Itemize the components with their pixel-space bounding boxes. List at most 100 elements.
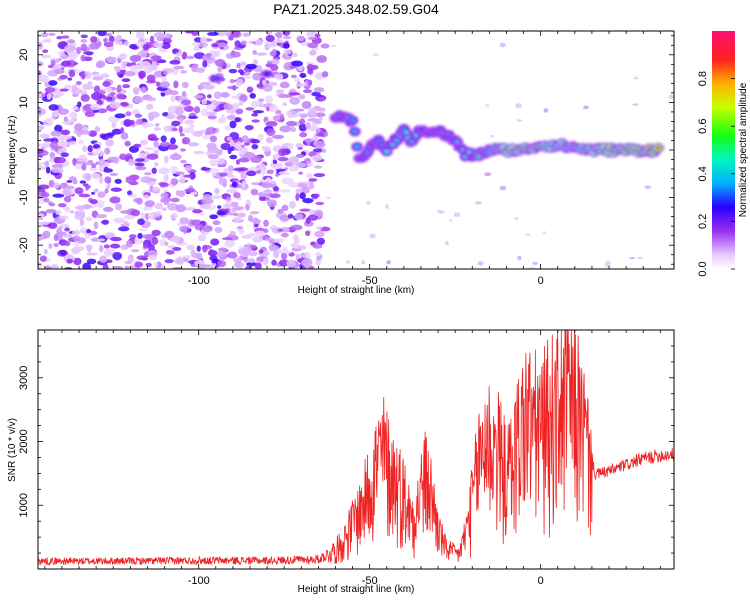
spectrogram-speckle: [139, 61, 151, 69]
spectrogram-speckle: [283, 49, 292, 55]
spectrogram-speckle: [159, 81, 171, 89]
spectrogram-speckle: [274, 73, 284, 81]
spectrogram-speckle: [229, 154, 238, 160]
spectrogram-speckle: [44, 87, 56, 93]
spectrogram-speckle: [515, 103, 522, 109]
colorbar-gradient: [712, 31, 735, 269]
spectrogram-speckle: [38, 221, 50, 226]
spectrogram-speckle: [170, 137, 176, 145]
spectrogram-speckle: [163, 125, 174, 133]
spectrogram-speckle: [171, 120, 181, 127]
spectrogram-speckle: [200, 81, 212, 86]
spectrogram-speckle: [218, 177, 228, 186]
spectrogram-speckle: [104, 176, 112, 184]
spectrogram-speckle: [280, 232, 289, 238]
spectrogram-speckle: [63, 195, 72, 203]
spectrogram-speckle: [207, 115, 217, 120]
spectrogram-speckle: [226, 174, 236, 178]
spectrogram-speckle: [87, 159, 94, 164]
spectrogram-speckle: [243, 250, 249, 257]
x-tick-label: -100: [188, 275, 210, 287]
spectrogram-speckle: [48, 104, 59, 111]
spectrogram-speckle: [318, 96, 326, 101]
spectrogram-speckle: [144, 172, 152, 176]
spectrogram-speckle: [169, 90, 179, 96]
spectrogram-speckle: [166, 144, 179, 150]
spectrogram-speckle: [279, 113, 284, 120]
spectrogram-speckle: [313, 39, 322, 44]
spectrogram-speckle: [369, 233, 376, 239]
spectrogram-speckle: [220, 114, 226, 122]
spectrogram-speckle: [193, 46, 201, 52]
spectrogram-speckle: [75, 205, 87, 211]
spectrogram-speckle: [102, 263, 109, 269]
spectrogram-speckle: [89, 42, 101, 50]
spectrogram-speckle: [226, 212, 235, 216]
spectrogram-speckle: [263, 219, 269, 227]
spectrogram-speckle: [129, 43, 138, 50]
spectrogram-speckle: [219, 92, 230, 98]
spectrogram-speckle: [147, 212, 155, 220]
spectrogram-speckle: [200, 167, 212, 171]
spectrogram-speckle: [217, 260, 227, 268]
snr-ticks: -100 -50 0 1000 2000 3000: [18, 329, 674, 587]
spectrogram-speckle: [517, 255, 522, 261]
spectrogram-speckle: [43, 248, 48, 255]
spectrogram-speckle: [47, 222, 58, 229]
spectrogram-speckle: [365, 200, 372, 205]
spectrogram-speckle: [100, 220, 109, 225]
spectrogram-speckle: [95, 214, 108, 219]
spectrogram-speckle: [311, 121, 317, 130]
spectrogram-speckle: [124, 70, 136, 77]
spectrogram-speckle: [200, 56, 213, 61]
spectrogram-speckle: [102, 87, 113, 93]
spectrogram-speckle: [212, 258, 218, 264]
spectrogram-speckle: [282, 102, 287, 107]
spectrogram-speckle: [85, 51, 94, 56]
spectrogram-speckle: [633, 76, 639, 80]
spectrogram-speckle: [214, 226, 223, 234]
spectrogram-speckle: [281, 204, 289, 212]
spectrogram-speckle: [90, 202, 97, 209]
spectrogram-speckle: [207, 146, 220, 154]
spectrogram-speckle: [295, 153, 305, 159]
spectrogram-speckle: [252, 236, 264, 243]
spectrogram-speckle: [233, 192, 241, 199]
spectrogram-speckle: [165, 249, 175, 255]
spectrogram-speckle: [128, 119, 135, 126]
spectrogram-speckle: [103, 132, 116, 137]
spectrogram-speckle: [192, 41, 201, 47]
spectrogram-speckle: [120, 127, 125, 134]
spectrogram-speckle: [264, 237, 275, 242]
spectrogram-speckle: [298, 171, 304, 175]
spectrogram-speckle: [112, 252, 123, 260]
spectrogram-speckle: [160, 192, 169, 199]
spectrogram-speckle: [282, 42, 290, 49]
snr-panel: -100 -50 0 1000 2000 3000 Height of straight …: [7, 329, 675, 595]
spectrogram-speckle: [74, 187, 84, 195]
spectrogram-speckle: [128, 234, 137, 239]
spectrogram-speckle: [193, 106, 201, 114]
spectrogram-speckle: [53, 234, 59, 242]
spectrogram-speckle: [146, 153, 159, 160]
spectrogram-speckle: [300, 186, 311, 194]
x-tick-label: -100: [188, 575, 210, 587]
spectrogram-speckle: [206, 111, 218, 116]
spectrogram-speckle: [42, 230, 51, 239]
spectrogram-speckle: [90, 191, 96, 195]
spectrogram-speckle: [485, 103, 490, 108]
spectrogram-speckle: [110, 236, 122, 242]
spectrogram-speckle: [121, 61, 127, 69]
spectrogram-speckle: [126, 190, 133, 196]
spectrogram-speckle: [193, 94, 204, 99]
spectrogram-speckle: [77, 210, 86, 217]
spectrogram-speckle: [235, 141, 243, 150]
spectrogram-speckle: [104, 166, 109, 171]
spectrogram-speckle: [243, 151, 256, 159]
spectrogram-speckle: [273, 238, 285, 243]
spectrogram-speckle: [203, 84, 216, 90]
spectrogram-speckle: [87, 81, 93, 86]
spectrogram-speckle: [226, 32, 231, 37]
spectrogram-speckle: [172, 65, 185, 70]
spectrogram-speckle: [315, 201, 325, 206]
